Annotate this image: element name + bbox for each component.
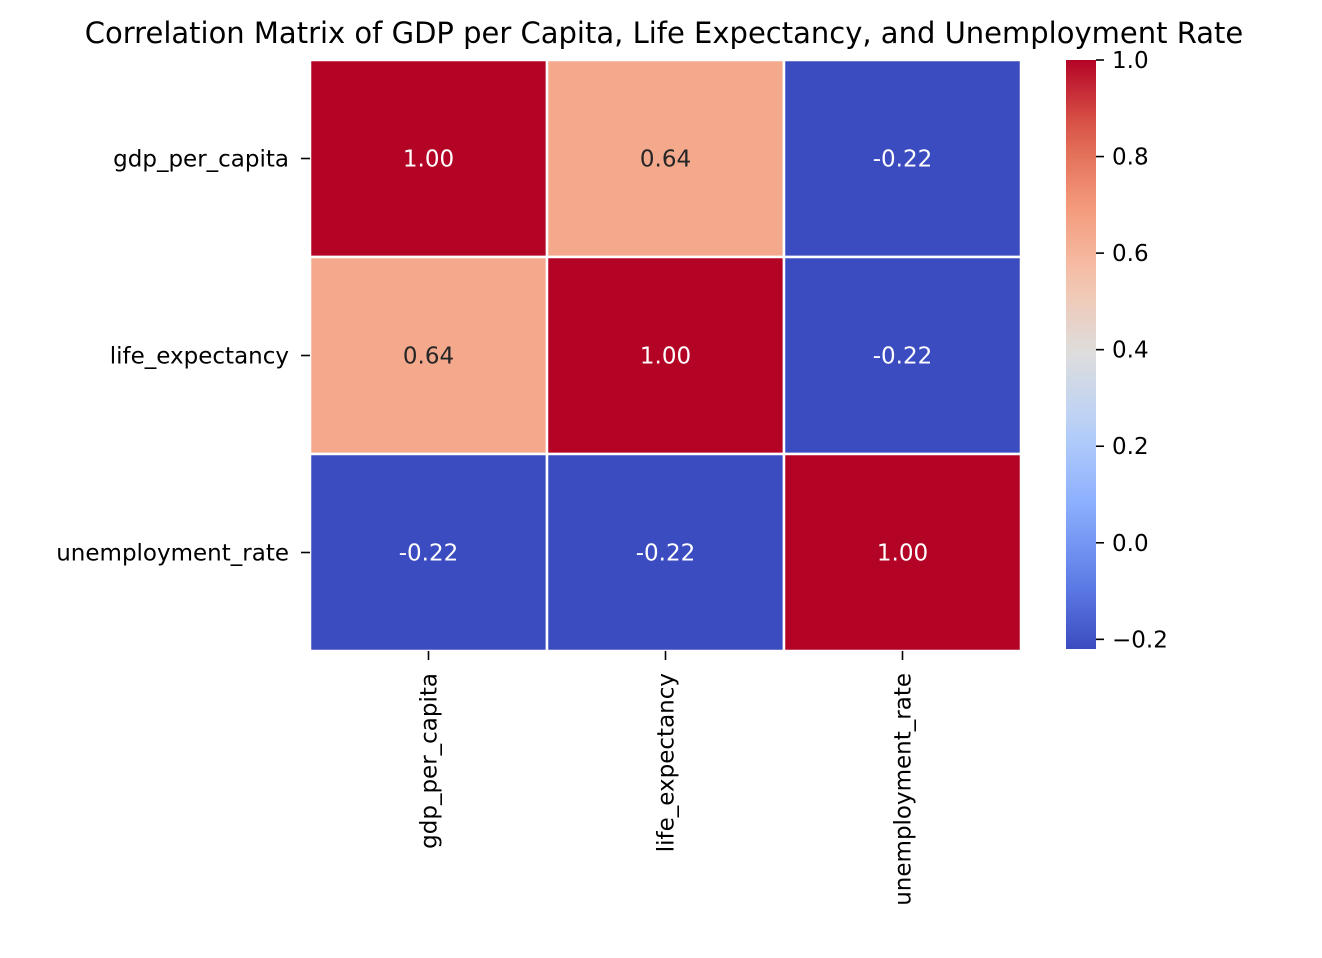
x-tick-label: gdp_per_capita (417, 673, 443, 849)
heatmap-cell (308, 255, 549, 456)
colorbar-gradient (1066, 60, 1096, 649)
cell-value-label: 0.64 (640, 147, 691, 173)
chart-title: Correlation Matrix of GDP per Capita, Li… (85, 16, 1243, 50)
colorbar-tick-label: 0.2 (1112, 434, 1149, 460)
y-tick-label: unemployment_rate (56, 541, 289, 567)
cell-value-label: -0.22 (873, 147, 933, 173)
x-tick-label: unemployment_rate (891, 673, 917, 906)
cell-value-label: 0.64 (403, 344, 454, 370)
colorbar-tick-label: 0.6 (1112, 241, 1149, 267)
colorbar-tick-label: 0.8 (1112, 145, 1149, 171)
heatmap-cell (782, 58, 1023, 259)
cell-value-label: 1.00 (877, 541, 928, 567)
heatmap-cell (308, 58, 549, 259)
colorbar-tick-label: 0.0 (1112, 531, 1149, 557)
cell-value-label: 1.00 (640, 344, 691, 370)
heatmap-cells: 1.00 0.64 -0.22 0.64 1.00 -0.22 -0.22 -0.22 1.00 (308, 58, 1023, 653)
cell-value-label: -0.22 (636, 541, 696, 567)
colorbar-tick-label: −0.2 (1112, 627, 1168, 653)
heatmap-cell (545, 452, 786, 653)
cell-value-label: -0.22 (399, 541, 459, 567)
x-axis: gdp_per_capita life_expectancy unemploymen… (417, 651, 917, 906)
y-tick-label: gdp_per_capita (113, 147, 289, 173)
colorbar: −0.2 0.0 0.2 0.4 0.6 0.8 1.0 (1066, 48, 1168, 653)
cell-value-label: -0.22 (873, 344, 933, 370)
colorbar-tick-label: 0.4 (1112, 338, 1149, 364)
y-tick-label: life_expectancy (110, 344, 289, 370)
cell-value-label: 1.00 (403, 147, 454, 173)
x-tick-label: life_expectancy (654, 673, 680, 852)
colorbar-tick-label: 1.0 (1112, 48, 1149, 74)
heatmap-cell (308, 452, 549, 653)
heatmap-cell (782, 452, 1023, 653)
heatmap-cell (545, 58, 786, 259)
y-axis: gdp_per_capita life_expectancy unemploymen… (56, 147, 310, 567)
